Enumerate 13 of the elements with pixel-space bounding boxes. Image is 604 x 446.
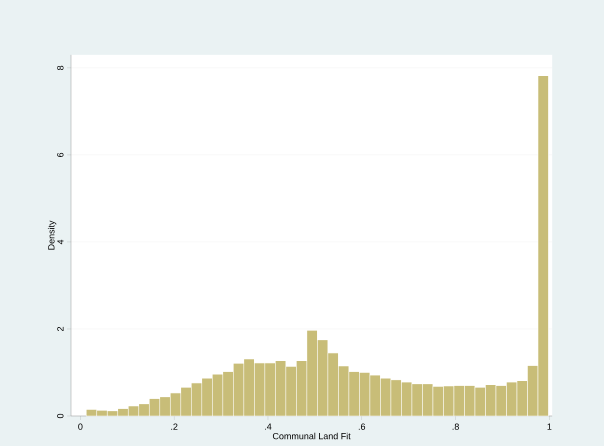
x-tick-label: 1: [548, 424, 552, 430]
y-tick-label: 6: [57, 152, 64, 157]
x-tick-label: .4: [265, 424, 272, 430]
y-tick-label: 2: [57, 326, 64, 332]
x-axis-title: Communal Land Fit: [272, 432, 351, 440]
y-tick-label: 0: [57, 414, 64, 418]
y-axis-title: Density: [48, 220, 56, 250]
x-tick-label: .8: [452, 424, 459, 430]
x-tick-label: .6: [358, 424, 366, 430]
x-tick-label: .2: [171, 424, 178, 430]
y-tick-label: 8: [57, 66, 64, 70]
x-tick-label: 0: [78, 424, 83, 430]
y-tick-label: 4: [57, 240, 64, 244]
